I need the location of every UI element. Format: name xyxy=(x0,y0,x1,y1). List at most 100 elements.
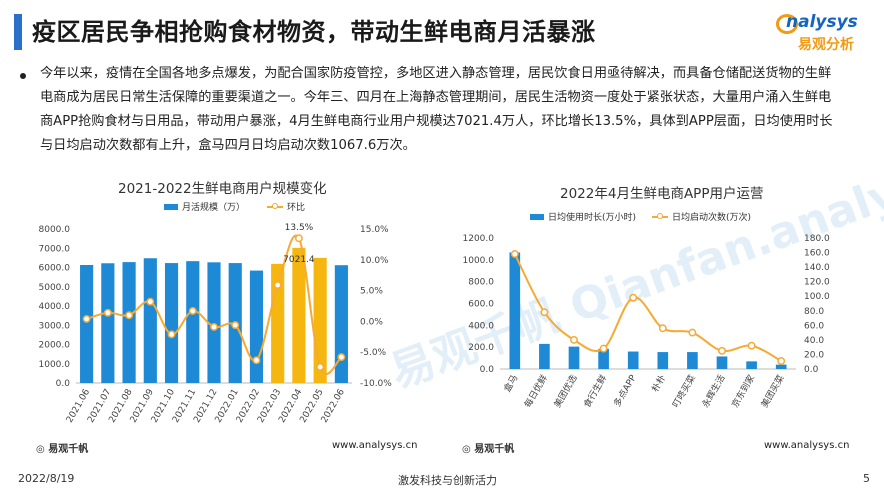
legend-bar-label: 月活规模（万） xyxy=(182,203,246,213)
footer-date: 2022/8/19 xyxy=(18,472,75,485)
left-chart-bar xyxy=(122,262,136,383)
right-chart-y-tick-left: 600.0 xyxy=(468,300,494,310)
left-chart-line-point xyxy=(273,281,282,290)
left-chart-line-point xyxy=(337,353,346,362)
left-chart-bar xyxy=(334,265,348,383)
right-chart-y-tick-right: 80.0 xyxy=(804,307,824,317)
right-chart-line-point xyxy=(570,335,578,344)
right-chart-x-tick: 美团优选 xyxy=(551,373,579,410)
right-chart-y-tick-left: 400.0 xyxy=(468,321,494,331)
left-chart-title: 2021-2022生鲜电商用户规模变化 xyxy=(118,181,327,197)
legend-line-swatch xyxy=(267,202,284,209)
left-source: ◎ 易观千帆 xyxy=(36,444,89,455)
right-chart-line-point xyxy=(510,250,519,258)
left-chart-y-tick-left: 8000.0 xyxy=(39,225,71,235)
left-chart-line-point xyxy=(146,297,155,306)
logo-text-cn: 易观分析 xyxy=(798,37,854,53)
analysys-logo: nalysys 易观分析 xyxy=(776,12,866,54)
left-chart-bar xyxy=(101,263,115,383)
right-chart-x-tick: 食行生鲜 xyxy=(581,373,609,410)
right-chart-x-tick: 每日优鲜 xyxy=(522,373,550,410)
right-chart-y-tick-right: 100.0 xyxy=(804,292,830,302)
left-chart-line-point xyxy=(167,330,176,339)
right-chart-bar xyxy=(598,348,609,369)
right-chart-y-tick-left: 800.0 xyxy=(468,278,494,288)
right-chart-y-tick-right: 120.0 xyxy=(804,278,830,288)
right-chart-x-tick: 美团买菜 xyxy=(758,373,786,410)
left-chart-line-point xyxy=(210,322,218,331)
left-chart-y-tick-right: -10.0% xyxy=(360,379,392,389)
right-chart-bar xyxy=(627,351,639,369)
right-chart-series-line xyxy=(513,253,782,362)
left-chart-line-point xyxy=(188,306,197,315)
right-chart-bar xyxy=(716,356,728,369)
legend-line-label: 日均启动次数(万次) xyxy=(672,213,752,223)
page-title: 疫区居民争相抢购食材物资，带动生鲜电商月活暴涨 xyxy=(32,18,596,46)
left-chart-line-point xyxy=(231,321,240,330)
right-chart-title: 2022年4月生鲜电商APP用户运营 xyxy=(560,186,764,202)
right-chart-y-tick-right: 0.0 xyxy=(804,365,819,375)
right-chart-legend: 日均使用时长(万小时) 日均启动次数(万次) xyxy=(530,210,751,223)
right-chart-x-tick: 盒马 xyxy=(501,373,520,395)
summary-paragraph: 今年以来，疫情在全国各地多点爆发，为配合国家防疫管控，多地区进入静态管理，居民饮… xyxy=(40,66,833,153)
left-chart-y-tick-left: 2000.0 xyxy=(39,341,71,351)
right-chart-y-tick-left: 1000.0 xyxy=(463,256,495,266)
right-chart-line-point xyxy=(658,324,667,333)
right-chart-y-tick-right: 160.0 xyxy=(804,249,830,259)
left-chart-line-point xyxy=(82,314,91,323)
right-chart-bar xyxy=(687,352,698,369)
left-site: www.analysys.cn xyxy=(332,440,418,451)
left-chart-y-tick-right: 5.0% xyxy=(360,287,383,297)
left-chart-bar xyxy=(143,258,157,383)
right-chart-bar xyxy=(657,352,669,369)
left-chart-bar xyxy=(249,270,264,383)
legend-line-swatch xyxy=(652,212,669,219)
left-chart-bar xyxy=(207,262,221,383)
left-chart-y-tick-right: 10.0% xyxy=(360,256,389,266)
left-chart-line-point xyxy=(252,356,261,365)
right-chart-bar xyxy=(568,346,580,369)
right-chart-line-point xyxy=(688,328,697,337)
left-chart-line-point xyxy=(316,363,325,371)
left-chart-y-tick-right: 0.0% xyxy=(360,317,383,327)
legend-bar-label: 日均使用时长(万小时) xyxy=(548,213,637,223)
left-chart-y-tick-left: 5000.0 xyxy=(39,283,71,293)
page-number: 5 xyxy=(863,472,870,485)
logo-ring-icon xyxy=(776,14,798,34)
right-chart-line-point xyxy=(718,346,726,355)
left-chart-line-point xyxy=(125,311,134,320)
right-chart-x-tick: 永辉生活 xyxy=(699,373,727,410)
legend-bar-swatch xyxy=(164,203,178,210)
right-chart-y-tick-right: 180.0 xyxy=(804,234,830,244)
right-chart-y-tick-left: 0.0 xyxy=(480,365,495,375)
left-chart-y-tick-right: -5.0% xyxy=(360,348,387,358)
left-chart-y-tick-left: 1000.0 xyxy=(39,360,71,370)
right-chart-bar xyxy=(775,364,787,369)
left-chart-data-label: 13.5% xyxy=(285,223,314,233)
right-source: ◎ 易观千帆 xyxy=(462,444,515,455)
right-chart-x-tick: 多点APP xyxy=(611,372,639,409)
right-chart-y-tick-left: 1200.0 xyxy=(463,234,495,244)
left-chart-y-tick-left: 6000.0 xyxy=(39,264,71,274)
left-chart-bar xyxy=(186,261,200,383)
logo-text-en: nalysys xyxy=(786,12,858,32)
left-chart-y-tick-left: 4000.0 xyxy=(39,302,71,312)
right-chart-y-tick-right: 140.0 xyxy=(804,263,830,273)
right-chart-bar xyxy=(509,252,521,369)
left-chart-y-tick-left: 3000.0 xyxy=(39,321,71,331)
right-chart-x-tick: 朴朴 xyxy=(649,373,668,395)
legend-line-label: 环比 xyxy=(287,203,306,213)
left-chart-y-tick-left: 7000.0 xyxy=(39,244,71,254)
left-chart-data-label: 7021.4 xyxy=(283,255,315,265)
left-chart-y-tick-right: 15.0% xyxy=(360,225,389,235)
left-chart-y-tick-left: 0.0 xyxy=(56,379,71,389)
right-chart-bar xyxy=(746,361,757,369)
right-chart-y-tick-left: 200.0 xyxy=(468,343,494,353)
right-chart-line-point xyxy=(747,341,756,350)
right-chart-x-tick: 京东到家 xyxy=(729,373,757,410)
bullet-dot xyxy=(20,73,26,79)
left-chart-line-point xyxy=(294,234,303,243)
right-chart-y-tick-right: 40.0 xyxy=(804,336,824,346)
right-chart-line-point xyxy=(629,293,638,302)
